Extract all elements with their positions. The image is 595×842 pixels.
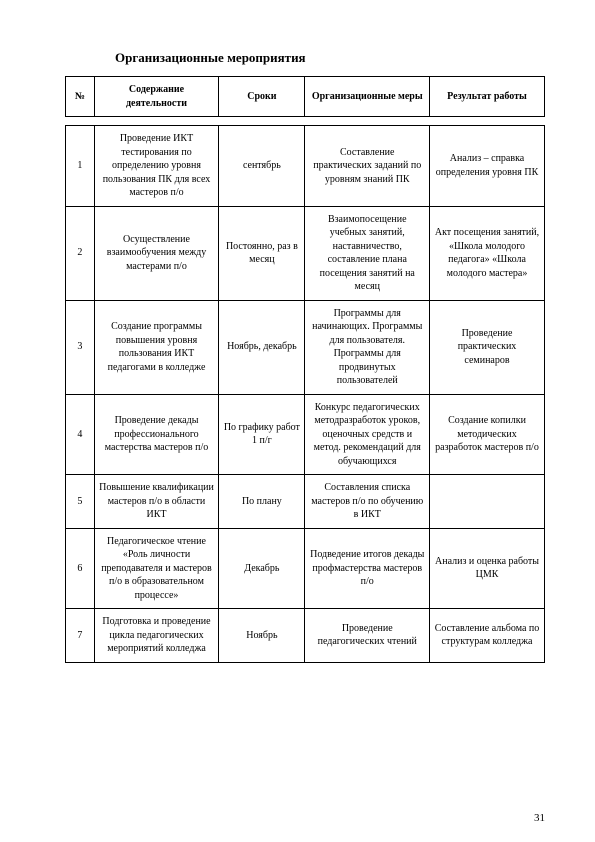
- cell-result: Анализ и оценка работы ЦМК: [430, 528, 545, 609]
- cell-result: Анализ – справка определения уровня ПК: [430, 126, 545, 207]
- cell-terms: По плану: [219, 475, 305, 529]
- cell-num: 5: [66, 475, 95, 529]
- col-header-result: Результат работы: [430, 77, 545, 117]
- cell-result: [430, 475, 545, 529]
- cell-result: Создание копилки методических разработок…: [430, 394, 545, 475]
- cell-num: 2: [66, 206, 95, 300]
- cell-measures: Составления списка мастеров п/о по обуче…: [305, 475, 430, 529]
- cell-result: Составление альбома по структурам коллед…: [430, 609, 545, 663]
- cell-measures: Взаимопосещение учебных занятий, наставн…: [305, 206, 430, 300]
- table-row: 3 Создание программы повышения уровня по…: [66, 300, 545, 394]
- col-header-measures: Организационные меры: [305, 77, 430, 117]
- cell-terms: По графику работ 1 п/г: [219, 394, 305, 475]
- col-header-terms: Сроки: [219, 77, 305, 117]
- cell-result: Проведение практических семинаров: [430, 300, 545, 394]
- table-row: 6 Педагогическое чтение «Роль личности п…: [66, 528, 545, 609]
- page-number: 31: [534, 812, 545, 824]
- cell-terms: Постоянно, раз в месяц: [219, 206, 305, 300]
- cell-result: Акт посещения занятий, «Школа молодого п…: [430, 206, 545, 300]
- table-row: 7 Подготовка и проведение цикла педагоги…: [66, 609, 545, 663]
- cell-content: Проведение ИКТ тестирования по определен…: [94, 126, 219, 207]
- cell-num: 3: [66, 300, 95, 394]
- cell-measures: Проведение педагогических чтений: [305, 609, 430, 663]
- table-row: 4 Проведение декады профессионального ма…: [66, 394, 545, 475]
- cell-content: Проведение декады профессионального маст…: [94, 394, 219, 475]
- table-header-row: № Содержание деятельности Сроки Организа…: [66, 77, 545, 117]
- col-header-content: Содержание деятельности: [94, 77, 219, 117]
- cell-content: Создание программы повышения уровня поль…: [94, 300, 219, 394]
- cell-measures: Составление практических заданий по уров…: [305, 126, 430, 207]
- cell-measures: Конкурс педагогических методразработок у…: [305, 394, 430, 475]
- cell-num: 4: [66, 394, 95, 475]
- page-title: Организационные мероприятия: [115, 50, 545, 66]
- org-activities-table: № Содержание деятельности Сроки Организа…: [65, 76, 545, 663]
- cell-content: Подготовка и проведение цикла педагогиче…: [94, 609, 219, 663]
- cell-terms: Декабрь: [219, 528, 305, 609]
- table-row: 5 Повышение квалификации мастеров п/о в …: [66, 475, 545, 529]
- cell-content: Осуществление взаимообучения между масте…: [94, 206, 219, 300]
- cell-measures: Программы для начинающих. Программы для …: [305, 300, 430, 394]
- cell-num: 7: [66, 609, 95, 663]
- cell-content: Повышение квалификации мастеров п/о в об…: [94, 475, 219, 529]
- cell-terms: Ноябрь, декабрь: [219, 300, 305, 394]
- cell-terms: сентябрь: [219, 126, 305, 207]
- header-body-gap: [66, 117, 545, 126]
- col-header-num: №: [66, 77, 95, 117]
- table-row: 2 Осуществление взаимообучения между мас…: [66, 206, 545, 300]
- cell-measures: Подведение итогов декады профмастерства …: [305, 528, 430, 609]
- cell-num: 6: [66, 528, 95, 609]
- table-row: 1 Проведение ИКТ тестирования по определ…: [66, 126, 545, 207]
- cell-terms: Ноябрь: [219, 609, 305, 663]
- cell-num: 1: [66, 126, 95, 207]
- cell-content: Педагогическое чтение «Роль личности пре…: [94, 528, 219, 609]
